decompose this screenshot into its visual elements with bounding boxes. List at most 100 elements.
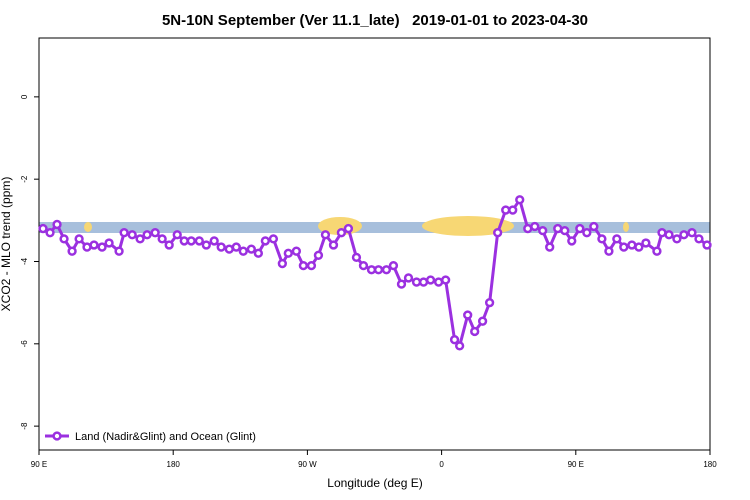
data-point bbox=[59, 234, 69, 244]
data-point bbox=[652, 246, 662, 256]
data-point bbox=[164, 240, 174, 250]
data-point bbox=[142, 230, 152, 240]
data-point bbox=[440, 275, 451, 285]
data-point bbox=[477, 316, 488, 326]
data-point bbox=[104, 238, 114, 248]
data-point bbox=[246, 244, 256, 254]
data-point bbox=[403, 273, 414, 283]
data-point bbox=[589, 221, 599, 232]
data-point bbox=[238, 246, 248, 256]
data-point bbox=[672, 234, 682, 244]
data-point bbox=[604, 246, 614, 256]
data-point bbox=[612, 234, 622, 244]
x-tick-label: 90 E bbox=[568, 460, 584, 469]
data-point bbox=[209, 236, 219, 246]
plot-frame bbox=[38, 37, 711, 451]
chart-title: 5N-10N September (Ver 11.1_late) 2019-01… bbox=[162, 12, 588, 29]
data-point bbox=[157, 234, 167, 244]
data-point bbox=[135, 234, 145, 244]
data-point bbox=[702, 240, 712, 250]
y-tick-label: -4 bbox=[20, 257, 29, 265]
data-point bbox=[687, 228, 697, 238]
data-point bbox=[425, 275, 436, 285]
legend-label: Land (Nadir&Glint) and Ocean (Glint) bbox=[75, 431, 256, 443]
y-axis-label: XCO2 - MLO trend (ppm) bbox=[0, 177, 13, 312]
data-point bbox=[253, 248, 263, 258]
data-point bbox=[515, 195, 525, 205]
data-point bbox=[216, 242, 226, 252]
data-point bbox=[343, 223, 354, 234]
y-tick-label: -8 bbox=[20, 422, 29, 430]
data-point bbox=[231, 242, 241, 252]
data-line bbox=[42, 196, 708, 350]
data-point bbox=[277, 258, 287, 269]
data-point bbox=[538, 225, 548, 236]
data-point bbox=[351, 252, 362, 263]
data-point bbox=[298, 260, 309, 271]
data-point bbox=[328, 240, 339, 250]
x-tick-label: 90 E bbox=[31, 460, 47, 469]
data-point bbox=[396, 279, 407, 289]
data-point bbox=[45, 228, 55, 238]
data-point bbox=[454, 341, 465, 351]
data-point bbox=[493, 228, 503, 238]
data-point bbox=[114, 246, 124, 256]
y-tick-label: -2 bbox=[20, 175, 29, 183]
data-point bbox=[679, 230, 689, 240]
data-point bbox=[484, 298, 495, 308]
data-point bbox=[336, 228, 347, 238]
data-point bbox=[373, 265, 384, 275]
data-point bbox=[201, 240, 211, 250]
data-point bbox=[381, 265, 392, 275]
data-point bbox=[119, 228, 129, 238]
data-point bbox=[388, 260, 399, 271]
data-point bbox=[470, 326, 480, 337]
data-point bbox=[508, 205, 518, 215]
data-point bbox=[545, 242, 555, 252]
data-point bbox=[150, 228, 160, 238]
data-point bbox=[89, 240, 99, 250]
x-tick-label: 90 W bbox=[298, 460, 317, 469]
data-point bbox=[306, 260, 317, 271]
data-point bbox=[52, 219, 62, 230]
data-point bbox=[619, 242, 629, 252]
data-point bbox=[358, 260, 369, 271]
data-point bbox=[127, 230, 137, 240]
x-tick-label: 180 bbox=[167, 460, 181, 469]
data-point bbox=[97, 242, 107, 252]
data-point bbox=[320, 230, 331, 240]
land-patch bbox=[623, 222, 629, 232]
data-point bbox=[268, 234, 279, 244]
data-point bbox=[38, 223, 48, 234]
x-axis-label: Longitude (deg E) bbox=[327, 476, 422, 490]
map-strip bbox=[39, 216, 710, 236]
data-point bbox=[664, 230, 674, 240]
data-point bbox=[74, 234, 84, 244]
data-point bbox=[449, 335, 460, 345]
data-point bbox=[194, 236, 204, 246]
y-tick-label: 0 bbox=[20, 94, 29, 99]
land-patch bbox=[84, 222, 92, 232]
land-patch bbox=[422, 216, 514, 236]
data-point bbox=[463, 310, 473, 320]
data-point bbox=[634, 242, 644, 252]
data-point bbox=[530, 221, 540, 232]
data-point bbox=[313, 250, 324, 260]
data-point bbox=[260, 236, 271, 246]
data-point bbox=[694, 234, 704, 244]
data-point bbox=[575, 223, 585, 234]
legend-marker bbox=[52, 431, 62, 441]
data-point bbox=[567, 236, 577, 246]
data-point bbox=[186, 236, 196, 246]
ocean-band bbox=[39, 222, 710, 233]
data-point bbox=[597, 234, 607, 244]
y-tick-label: -6 bbox=[20, 340, 29, 348]
data-point bbox=[283, 248, 293, 258]
data-point bbox=[641, 238, 651, 248]
x-tick-label: 0 bbox=[439, 460, 444, 469]
data-point bbox=[582, 228, 592, 238]
data-point bbox=[560, 225, 570, 236]
x-tick-label: 180 bbox=[703, 460, 717, 469]
data-point bbox=[172, 230, 182, 240]
